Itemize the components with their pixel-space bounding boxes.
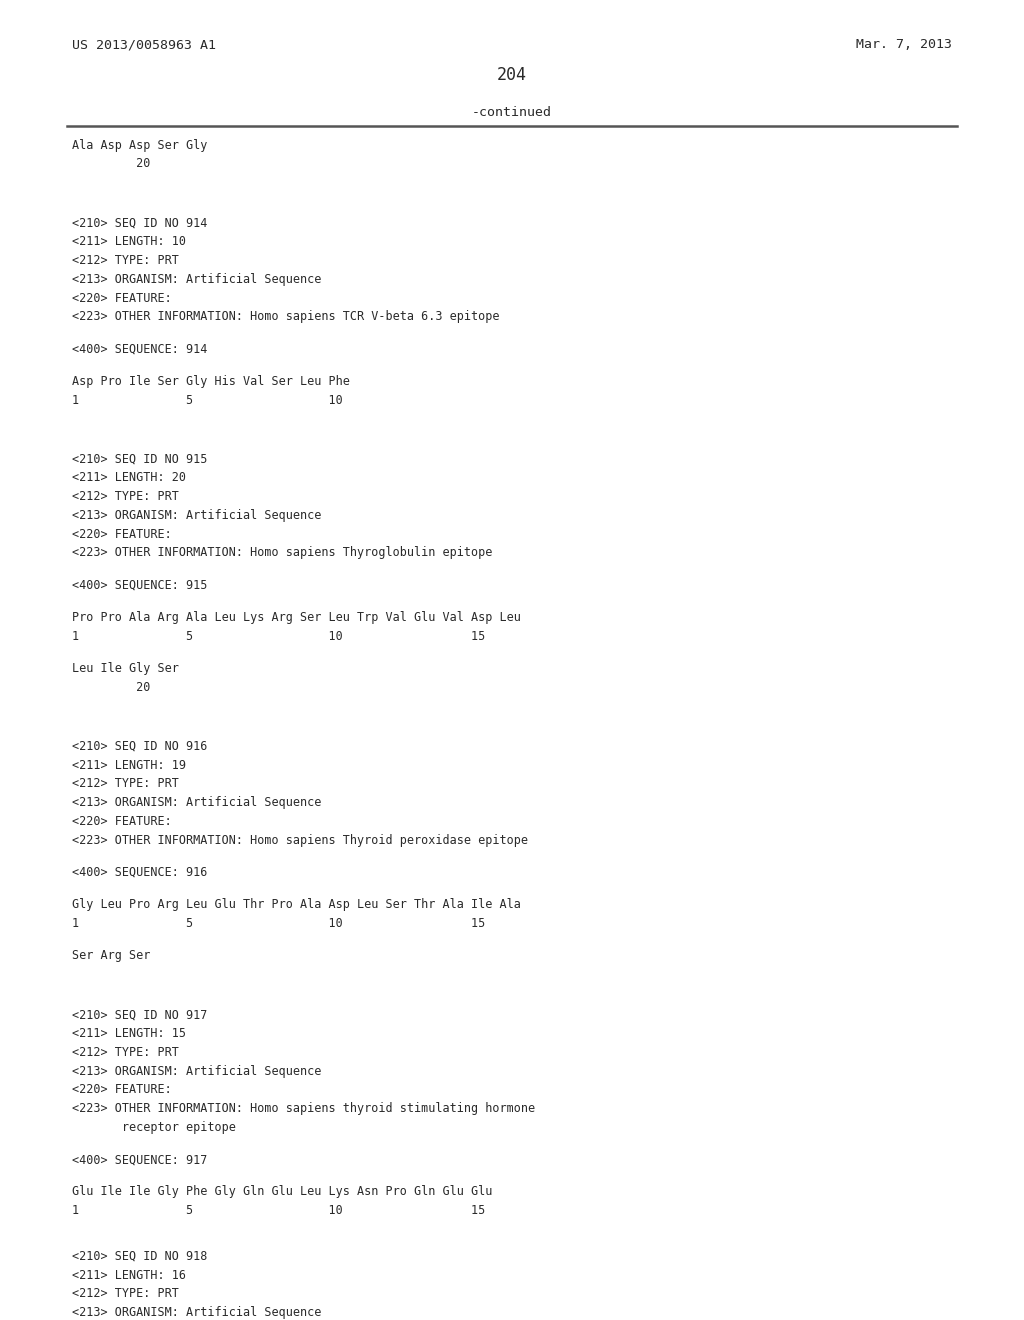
Text: Pro Pro Ala Arg Ala Leu Lys Arg Ser Leu Trp Val Glu Val Asp Leu: Pro Pro Ala Arg Ala Leu Lys Arg Ser Leu … [72,611,521,624]
Text: <400> SEQUENCE: 914: <400> SEQUENCE: 914 [72,342,208,355]
Text: <210> SEQ ID NO 918: <210> SEQ ID NO 918 [72,1250,208,1263]
Text: <212> TYPE: PRT: <212> TYPE: PRT [72,490,179,503]
Text: <223> OTHER INFORMATION: Homo sapiens Thyroglobulin epitope: <223> OTHER INFORMATION: Homo sapiens Th… [72,546,493,560]
Text: <213> ORGANISM: Artificial Sequence: <213> ORGANISM: Artificial Sequence [72,273,322,285]
Text: 1               5                   10: 1 5 10 [72,393,343,407]
Text: <211> LENGTH: 10: <211> LENGTH: 10 [72,235,186,248]
Text: <213> ORGANISM: Artificial Sequence: <213> ORGANISM: Artificial Sequence [72,510,322,521]
Text: <210> SEQ ID NO 916: <210> SEQ ID NO 916 [72,741,208,752]
Text: <223> OTHER INFORMATION: Homo sapiens thyroid stimulating hormone: <223> OTHER INFORMATION: Homo sapiens th… [72,1102,536,1115]
Text: <210> SEQ ID NO 917: <210> SEQ ID NO 917 [72,1008,208,1022]
Text: <400> SEQUENCE: 916: <400> SEQUENCE: 916 [72,866,208,879]
Text: Asp Pro Ile Ser Gly His Val Ser Leu Phe: Asp Pro Ile Ser Gly His Val Ser Leu Phe [72,375,350,388]
Text: 1               5                   10                  15: 1 5 10 15 [72,630,485,643]
Text: <211> LENGTH: 19: <211> LENGTH: 19 [72,759,186,772]
Text: 204: 204 [497,66,527,84]
Text: 20: 20 [72,681,151,694]
Text: <212> TYPE: PRT: <212> TYPE: PRT [72,253,179,267]
Text: Ser Arg Ser: Ser Arg Ser [72,949,151,962]
Text: Ala Asp Asp Ser Gly: Ala Asp Asp Ser Gly [72,139,208,152]
Text: <210> SEQ ID NO 915: <210> SEQ ID NO 915 [72,453,208,466]
Text: <212> TYPE: PRT: <212> TYPE: PRT [72,777,179,791]
Text: <400> SEQUENCE: 915: <400> SEQUENCE: 915 [72,578,208,591]
Text: <212> TYPE: PRT: <212> TYPE: PRT [72,1045,179,1059]
Text: <213> ORGANISM: Artificial Sequence: <213> ORGANISM: Artificial Sequence [72,1307,322,1319]
Text: <220> FEATURE:: <220> FEATURE: [72,814,172,828]
Text: 1               5                   10                  15: 1 5 10 15 [72,917,485,931]
Text: <223> OTHER INFORMATION: Homo sapiens TCR V-beta 6.3 epitope: <223> OTHER INFORMATION: Homo sapiens TC… [72,310,500,323]
Text: <220> FEATURE:: <220> FEATURE: [72,528,172,541]
Text: -continued: -continued [472,106,552,119]
Text: US 2013/0058963 A1: US 2013/0058963 A1 [72,38,216,51]
Text: Mar. 7, 2013: Mar. 7, 2013 [856,38,952,51]
Text: receptor epitope: receptor epitope [72,1121,236,1134]
Text: <223> OTHER INFORMATION: Homo sapiens Thyroid peroxidase epitope: <223> OTHER INFORMATION: Homo sapiens Th… [72,834,528,846]
Text: Gly Leu Pro Arg Leu Glu Thr Pro Ala Asp Leu Ser Thr Ala Ile Ala: Gly Leu Pro Arg Leu Glu Thr Pro Ala Asp … [72,898,521,911]
Text: <210> SEQ ID NO 914: <210> SEQ ID NO 914 [72,216,208,230]
Text: <211> LENGTH: 15: <211> LENGTH: 15 [72,1027,186,1040]
Text: <211> LENGTH: 20: <211> LENGTH: 20 [72,471,186,484]
Text: 20: 20 [72,157,151,170]
Text: <212> TYPE: PRT: <212> TYPE: PRT [72,1287,179,1300]
Text: <213> ORGANISM: Artificial Sequence: <213> ORGANISM: Artificial Sequence [72,1065,322,1077]
Text: Glu Ile Ile Gly Phe Gly Gln Glu Leu Lys Asn Pro Gln Glu Glu: Glu Ile Ile Gly Phe Gly Gln Glu Leu Lys … [72,1185,493,1199]
Text: <400> SEQUENCE: 917: <400> SEQUENCE: 917 [72,1154,208,1167]
Text: <220> FEATURE:: <220> FEATURE: [72,292,172,305]
Text: <213> ORGANISM: Artificial Sequence: <213> ORGANISM: Artificial Sequence [72,796,322,809]
Text: <220> FEATURE:: <220> FEATURE: [72,1084,172,1097]
Text: <211> LENGTH: 16: <211> LENGTH: 16 [72,1269,186,1282]
Text: Leu Ile Gly Ser: Leu Ile Gly Ser [72,663,179,675]
Text: 1               5                   10                  15: 1 5 10 15 [72,1204,485,1217]
